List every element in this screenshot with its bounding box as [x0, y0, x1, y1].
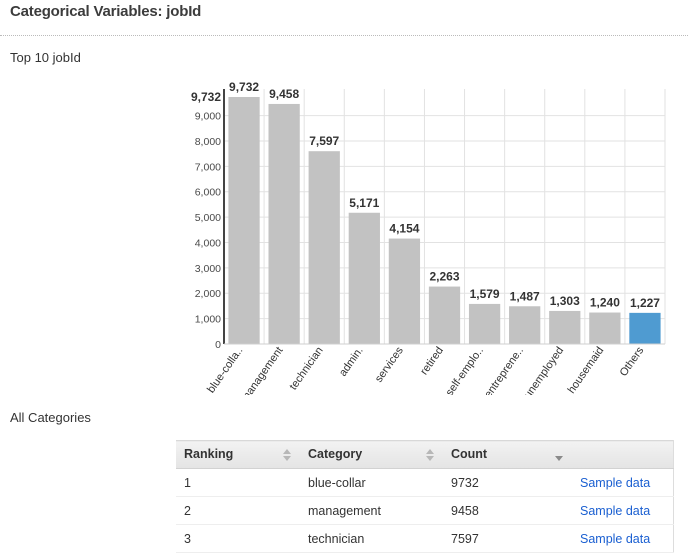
svg-text:1,579: 1,579 [470, 287, 500, 301]
svg-text:5,000: 5,000 [195, 212, 221, 224]
svg-text:1,000: 1,000 [195, 314, 221, 326]
svg-text:9,458: 9,458 [269, 87, 299, 101]
svg-text:7,597: 7,597 [309, 134, 339, 148]
svg-text:1,303: 1,303 [550, 294, 580, 308]
svg-text:9,000: 9,000 [195, 111, 221, 123]
svg-text:7,000: 7,000 [195, 161, 221, 173]
svg-text:1,487: 1,487 [510, 289, 540, 303]
svg-text:blue-colla..: blue-colla.. [205, 345, 245, 395]
svg-text:2,000: 2,000 [195, 288, 221, 300]
svg-text:services: services [373, 344, 406, 384]
svg-text:4,000: 4,000 [195, 237, 221, 249]
svg-text:9,732: 9,732 [191, 90, 221, 104]
svg-text:management: management [239, 345, 286, 395]
svg-text:1,240: 1,240 [590, 296, 620, 310]
svg-text:8,000: 8,000 [195, 136, 221, 148]
svg-text:Others: Others [618, 344, 647, 378]
svg-text:2,263: 2,263 [429, 270, 459, 284]
svg-text:0: 0 [215, 339, 221, 351]
svg-text:entreprene..: entreprene.. [482, 345, 526, 395]
svg-text:technician: technician [287, 345, 325, 392]
svg-text:4,154: 4,154 [389, 222, 419, 236]
svg-text:6,000: 6,000 [195, 187, 221, 199]
svg-text:housemaid: housemaid [566, 345, 607, 395]
svg-text:3,000: 3,000 [195, 263, 221, 275]
svg-text:admin.: admin. [337, 345, 366, 379]
svg-text:unemployed: unemployed [522, 345, 566, 395]
svg-text:retired: retired [418, 345, 446, 377]
svg-text:9,732: 9,732 [229, 80, 259, 94]
svg-text:5,171: 5,171 [349, 196, 379, 210]
svg-text:self-emplo..: self-emplo.. [444, 345, 486, 395]
svg-text:1,227: 1,227 [630, 296, 660, 310]
